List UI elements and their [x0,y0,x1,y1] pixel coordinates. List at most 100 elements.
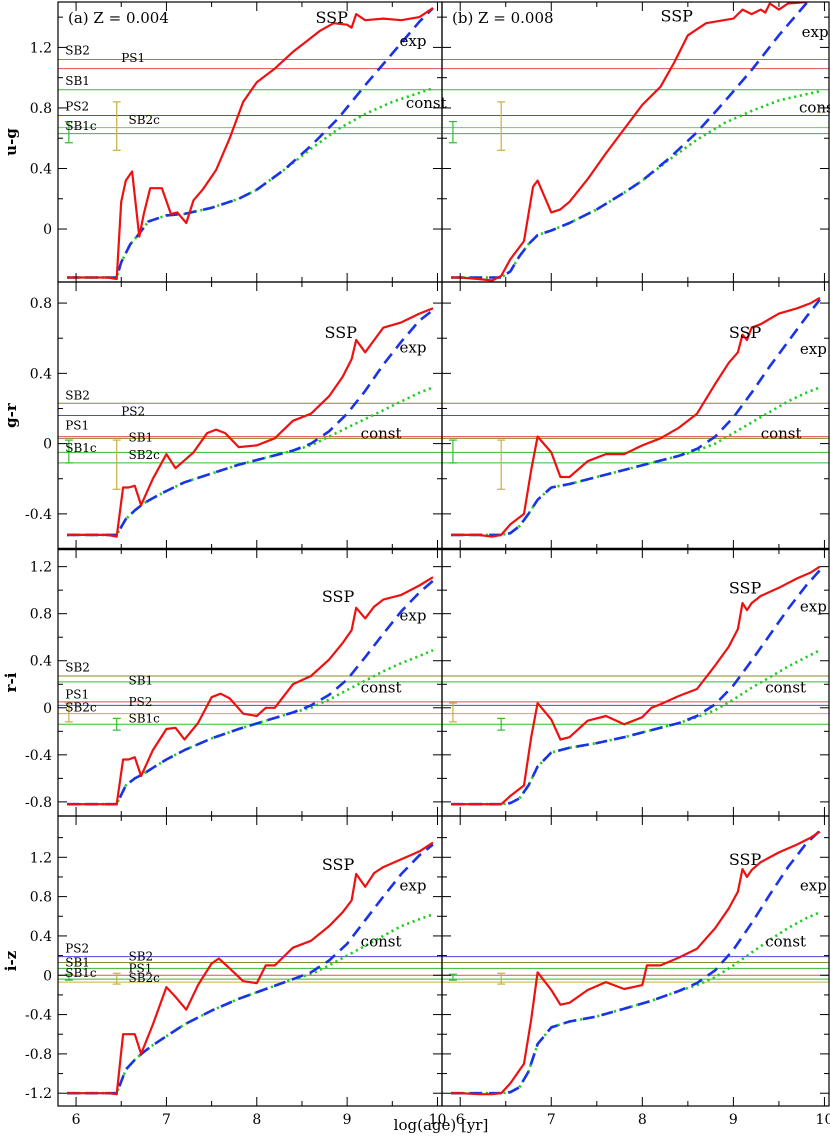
y-tick-label: 0 [43,701,52,717]
region-label: SB2c [128,971,160,985]
region-label: SB1 [128,674,153,688]
panel-i-z-a: PS2 SB2 SB1 PS1 SB1c SB2c SSP exp const -1.2 -0.8 -… [25,815,447,1128]
error-bar [112,101,121,151]
error-bar [64,120,73,144]
panel-g-r-a: SB2 PS2 PS1 SB1 SB1c SB2c SSP exp const -0.4 0 0.4 0… [25,281,443,550]
region-label: SB2 [128,949,153,963]
y-tick-label: 0.8 [30,296,52,312]
region-label: SB1 [65,955,90,969]
y-tick-label: 1.2 [30,560,52,576]
y-tick-label: 1.2 [30,40,52,56]
series-tag-ssp: SSP [729,323,762,342]
y-tick-label: -1.2 [25,1086,52,1102]
error-bar [448,120,457,144]
x-tick-label: 8 [252,1112,261,1128]
region-label: SB1c [65,441,97,455]
series-exp-line [451,2,810,279]
y-tick-label: 0.4 [30,366,52,382]
x-tick-label: 10 [429,1112,447,1128]
error-bar [64,973,73,981]
series-tag-const: const [761,424,802,442]
region-label: PS1 [65,688,89,702]
y-tick-label: -0.4 [25,507,52,523]
y-tick-label: 0.8 [30,890,52,906]
series-tag-exp: exp [400,607,427,625]
region-label: PS2 [128,695,152,709]
series-ssp-line [67,7,434,281]
region-label: SB1c [65,966,97,980]
y-axis-label: i-z [2,950,20,971]
y-tick-label: -0.4 [25,748,52,764]
series-tag-const: const [765,933,806,951]
series-tag-exp: exp [400,877,427,895]
series-tag-ssp: SSP [322,855,355,874]
series-ssp-line [451,2,809,282]
series-ssp-line [67,841,434,1096]
series-ssp-line [67,576,434,806]
series-ssp-line [451,830,821,1096]
x-tick-label: 9 [343,1112,352,1128]
region-label: PS2 [65,99,89,113]
region-label: PS2 [65,942,89,956]
series-tag-exp: exp [400,32,427,50]
x-tick-label: 8 [638,1112,647,1128]
region-label: SB2c [65,701,97,715]
error-bar [497,717,506,731]
series-tag-const: const [361,424,402,442]
region-label: PS1 [65,418,89,432]
y-axis-label: g-r [2,402,20,428]
y-tick-label: -0.8 [25,795,52,811]
series-tag-const: const [406,94,447,112]
x-axis-label: log(age) [yr] [394,1116,489,1134]
panel-i-z-b: SSP exp const 6 7 8 9 10 [441,815,830,1128]
region-label: SB1c [128,711,160,725]
series-tag-const: const [361,933,402,951]
error-bar [112,439,121,490]
x-tick-label: 6 [456,1112,465,1128]
region-label: SB2 [65,661,90,675]
region-label: PS2 [121,404,145,418]
series-tag-ssp: SSP [322,587,355,606]
series-tag-ssp: SSP [729,850,762,869]
error-bar [64,702,73,723]
error-bar [448,973,457,981]
x-tick-label: 6 [72,1112,81,1128]
y-tick-label: 0.4 [30,929,52,945]
series-tag-ssp: SSP [325,323,358,342]
error-bar [448,439,457,464]
y-tick-label: -0.4 [25,1008,52,1024]
x-tick-label: 7 [547,1112,556,1128]
y-tick-label: 0.4 [30,654,52,670]
error-bar [64,439,73,464]
x-tick-label: 9 [729,1112,738,1128]
series-tag-ssp: SSP [316,8,349,27]
series-ssp-line [451,565,821,806]
series-tag-exp: exp [800,597,827,615]
series-tag-ssp: SSP [661,7,694,26]
region-label: SB2c [128,113,160,127]
series-exp-line [67,309,434,537]
panel-frame [441,815,830,1107]
error-bar [448,702,457,723]
panel-r-i-b: SSP exp const [441,548,830,817]
panel-g-r-b: SSP exp const [441,281,830,550]
error-bar [112,972,121,985]
error-bar [497,972,506,985]
series-tag-const: const [765,678,806,696]
series-tag-exp: exp [802,23,829,41]
region-label: SB1c [65,119,97,133]
y-tick-label: 0 [43,437,52,453]
series-tag-exp: exp [800,877,827,895]
panel-title: (a) Z = 0.004 [68,9,169,27]
y-tick-label: -0.8 [25,1047,52,1063]
series-tag-exp: exp [400,338,427,356]
y-tick-label: 0.8 [30,607,52,623]
y-axis-label: u-g [2,128,20,156]
y-axis-label: r-i [2,672,20,692]
series-tag-exp: exp [800,340,827,358]
y-tick-label: 0.4 [30,161,52,177]
error-bar [112,717,121,731]
error-bar [497,101,506,151]
